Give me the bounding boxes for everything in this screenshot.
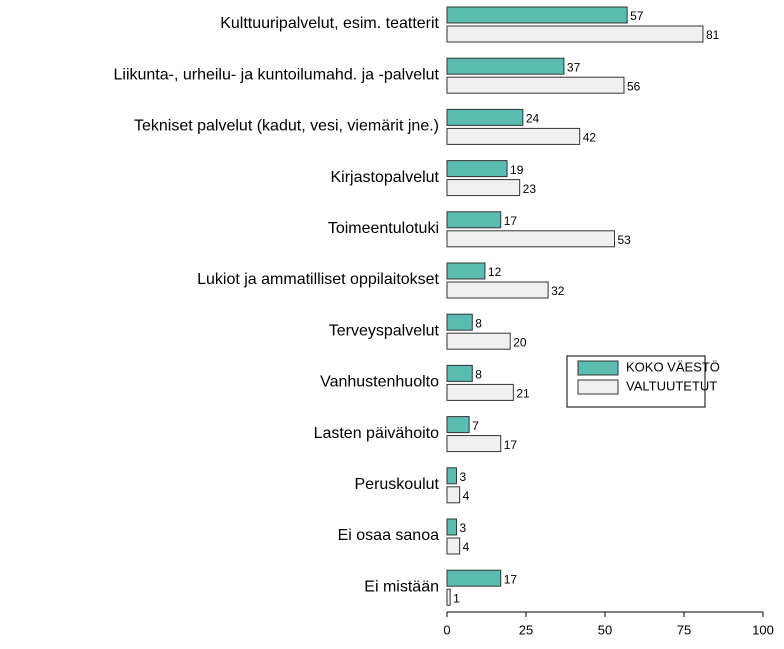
- bar: [446, 486, 461, 504]
- value-label: 81: [706, 28, 720, 42]
- bar: [446, 467, 457, 485]
- value-label: 53: [617, 233, 631, 247]
- bar: [446, 108, 524, 126]
- category-label: Kulttuuripalvelut, esim. teatterit: [220, 15, 439, 32]
- value-label: 21: [516, 387, 530, 401]
- category-label: Lasten päivähoito: [314, 425, 440, 442]
- bar: [446, 332, 511, 350]
- bar: [446, 230, 615, 248]
- bar: [446, 6, 628, 24]
- bar: [446, 179, 521, 197]
- bar: [446, 569, 502, 587]
- category-label: Ei osaa sanoa: [338, 527, 440, 544]
- legend-swatch: [577, 360, 619, 376]
- bar: [446, 518, 457, 536]
- value-label: 32: [551, 284, 565, 298]
- value-label: 24: [526, 112, 540, 126]
- category-label: Kirjastopalvelut: [331, 169, 440, 186]
- value-label: 19: [510, 163, 524, 177]
- value-label: 1: [453, 591, 460, 605]
- value-label: 17: [504, 214, 518, 228]
- legend-swatch: [577, 379, 619, 395]
- x-tick-label: 25: [519, 622, 533, 637]
- category-label: Ei mistään: [364, 578, 439, 595]
- value-label: 3: [459, 521, 466, 535]
- x-tick-label: 100: [752, 622, 774, 637]
- bar: [446, 588, 451, 606]
- value-label: 7: [472, 419, 479, 433]
- value-label: 3: [459, 470, 466, 484]
- value-label: 37: [567, 60, 581, 74]
- value-label: 4: [463, 540, 470, 554]
- bar: [446, 313, 473, 331]
- bar: [446, 57, 565, 75]
- category-label: Lukiot ja ammatilliset oppilaitokset: [197, 271, 439, 288]
- category-label: Terveyspalvelut: [329, 322, 440, 339]
- value-label: 56: [627, 79, 641, 93]
- category-label: Vanhustenhuolto: [320, 374, 439, 391]
- value-label: 12: [488, 265, 502, 279]
- value-label: 17: [504, 438, 518, 452]
- bar: [446, 127, 581, 145]
- category-label: Toimeentulotuki: [328, 220, 439, 237]
- bar: [446, 364, 473, 382]
- x-tick-label: 0: [443, 622, 450, 637]
- bar: [446, 416, 470, 434]
- bar: [446, 25, 704, 43]
- x-tick-label: 50: [598, 622, 612, 637]
- value-label: 57: [630, 9, 644, 23]
- bar: [446, 383, 514, 401]
- bar: [446, 281, 549, 299]
- category-label: Tekniset palvelut (kadut, vesi, viemärit…: [134, 118, 439, 135]
- value-label: 8: [475, 316, 482, 330]
- value-label: 20: [513, 335, 527, 349]
- bar: [446, 211, 502, 229]
- value-label: 8: [475, 368, 482, 382]
- bar: [446, 160, 508, 178]
- value-label: 23: [523, 182, 537, 196]
- category-label: Peruskoulut: [355, 476, 440, 493]
- value-label: 42: [583, 131, 597, 145]
- bar: [446, 435, 502, 453]
- bar: [446, 76, 625, 94]
- value-label: 4: [463, 489, 470, 503]
- legend-label: KOKO VÄESTÖ: [626, 359, 720, 374]
- legend-label: VALTUUTETUT: [626, 378, 717, 393]
- bar: [446, 537, 461, 555]
- x-tick-label: 75: [677, 622, 691, 637]
- bar: [446, 262, 486, 280]
- category-label: Liikunta-, urheilu- ja kuntoilumahd. ja …: [113, 66, 439, 83]
- value-label: 17: [504, 572, 518, 586]
